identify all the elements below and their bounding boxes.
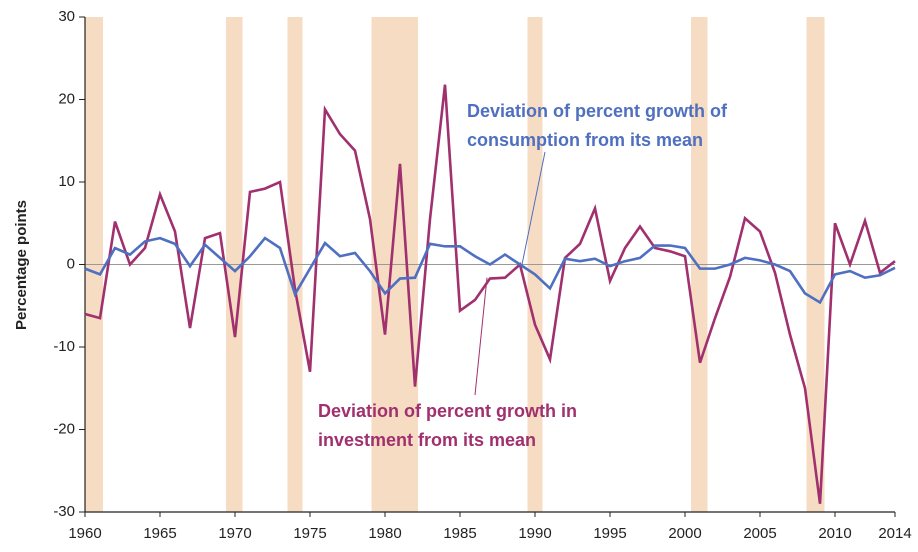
y-tick-label: -30 — [53, 503, 75, 520]
x-tick-label: 2010 — [818, 525, 851, 542]
x-tick-label: 2014 — [878, 525, 911, 542]
x-tick-label: 1965 — [143, 525, 176, 542]
x-tick-label: 2005 — [743, 525, 776, 542]
x-tick-label: 1960 — [68, 525, 101, 542]
y-tick-label: -10 — [53, 338, 75, 355]
y-tick-label: 20 — [58, 90, 75, 107]
annotation: Deviation of percent growth in — [318, 401, 577, 421]
y-tick-label: 30 — [58, 8, 75, 25]
annotation: Deviation of percent growth of — [467, 101, 728, 121]
x-tick-label: 2000 — [668, 525, 701, 542]
x-tick-label: 1995 — [593, 525, 626, 542]
x-tick-label: 1985 — [443, 525, 476, 542]
x-tick-label: 1990 — [518, 525, 551, 542]
y-tick-label: 10 — [58, 173, 75, 190]
y-tick-label: 0 — [67, 255, 75, 272]
leader-line — [474, 277, 488, 396]
annotation: investment from its mean — [318, 430, 536, 450]
y-axis-label: Percentage points — [13, 200, 30, 330]
leader-line — [521, 151, 546, 265]
series-line — [84, 84, 896, 504]
annotation: consumption from its mean — [467, 130, 703, 150]
y-tick-label: -20 — [53, 420, 75, 437]
x-tick-label: 1970 — [218, 525, 251, 542]
x-tick-label: 1975 — [293, 525, 326, 542]
x-tick-label: 1980 — [368, 525, 401, 542]
series-line — [84, 236, 896, 305]
